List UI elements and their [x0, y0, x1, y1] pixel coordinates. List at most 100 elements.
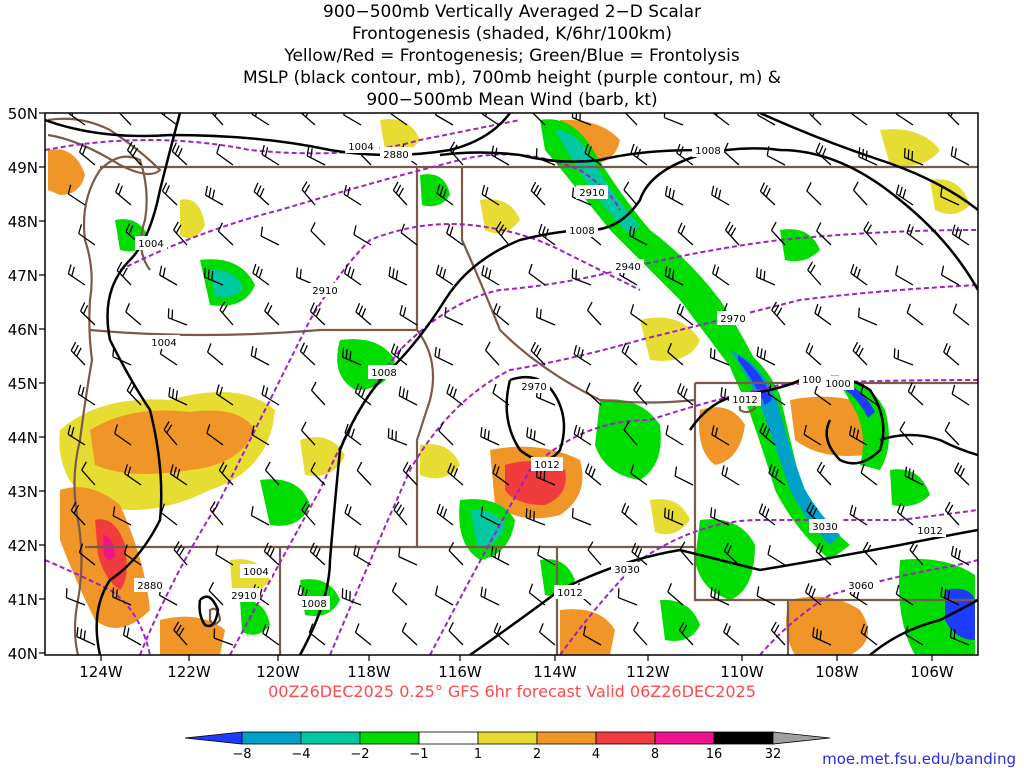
height-contour-2940 — [229, 229, 978, 655]
mslp-label: 1004 — [240, 564, 272, 578]
height-label-text: 2970 — [720, 314, 745, 325]
frontolysis-area-idaho-north — [420, 174, 450, 207]
wind-barb — [674, 466, 694, 486]
wind-barb — [848, 425, 868, 446]
height-contours-700mb — [45, 119, 978, 655]
wind-barb — [712, 113, 730, 126]
wind-barb — [952, 303, 970, 326]
wind-barb — [344, 423, 362, 446]
height-label-text: 2940 — [615, 262, 640, 273]
mslp-contour-1012-south — [469, 528, 978, 655]
wind-barb — [112, 587, 132, 606]
wind-barb — [804, 583, 822, 606]
height-label-text: 2880 — [137, 581, 162, 592]
wind-barb — [76, 627, 96, 646]
mslp-label: 1012 — [729, 392, 761, 406]
frontogenesis-area-utah-south — [560, 609, 615, 655]
height-contour-2880-south — [45, 559, 151, 655]
wind-barb — [940, 265, 960, 286]
legend-swatch — [300, 731, 361, 745]
wind-barb — [344, 503, 362, 526]
title-line-2: Frontogenesis (shaded, K/6hr/100km) — [352, 24, 672, 44]
wind-barb — [723, 142, 740, 166]
wind-barb — [402, 461, 418, 486]
wind-barb — [895, 113, 914, 126]
wind-barb — [126, 381, 142, 406]
wind-barb — [806, 502, 822, 526]
title-line-1: 900−500mb Vertically Averaged 2−D Scalar — [323, 2, 701, 22]
wind-barb — [710, 587, 730, 606]
wind-barb — [390, 343, 408, 366]
wind-barb — [447, 462, 464, 486]
forecast-valid-time: 00Z26DEC2025 0.25° GFS 6hr forecast Vali… — [268, 682, 756, 701]
wind-barb — [950, 146, 970, 166]
wind-barb — [907, 382, 924, 406]
wind-barb — [490, 546, 510, 566]
frontolysis-area-nevada-teal — [470, 509, 505, 548]
mslp-contour-small-nv — [198, 595, 220, 628]
wind-barb — [446, 383, 464, 406]
lat-label: 45N — [8, 375, 38, 393]
wind-barb — [814, 303, 832, 326]
wind-barb — [389, 113, 408, 126]
wind-barb — [490, 145, 510, 166]
wind-barb — [213, 628, 234, 646]
legend-swatch — [595, 731, 656, 745]
wind-barb — [623, 181, 638, 206]
wind-barb — [906, 223, 924, 246]
wind-barb — [70, 341, 86, 366]
wind-barb — [624, 113, 638, 126]
wind-barb — [949, 627, 970, 646]
wind-barb — [264, 461, 280, 486]
wind-barb — [115, 183, 132, 206]
height-label: 2910 — [309, 283, 341, 297]
wind-barb — [343, 184, 362, 206]
wind-barb — [219, 301, 234, 326]
mslp-label-text: 1008 — [802, 375, 827, 386]
wind-barb — [308, 623, 326, 646]
wind-barb — [633, 621, 648, 646]
legend-label: 4 — [592, 747, 600, 762]
height-label: 2880 — [134, 578, 166, 592]
lon-label: 118W — [347, 663, 391, 681]
mslp-label: 1004 — [345, 139, 377, 153]
source-url[interactable]: moe.met.fsu.edu/banding — [822, 750, 1016, 768]
wind-barb — [530, 181, 546, 206]
mslp-contour-1004-north — [45, 113, 512, 157]
wind-barb — [895, 265, 914, 286]
wind-barb — [449, 141, 464, 166]
wind-barb — [858, 147, 878, 166]
wind-barb — [354, 623, 372, 646]
wind-barb — [631, 542, 648, 566]
wind-barb — [584, 463, 602, 486]
wind-barb — [354, 383, 372, 406]
mslp-label: 1008 — [566, 223, 598, 237]
mslp-label-text: 1000 — [825, 379, 850, 390]
legend-label: 16 — [706, 747, 723, 762]
mslp-label-text: 1004 — [138, 239, 163, 250]
wind-barb — [171, 142, 188, 166]
legend-label: −8 — [232, 747, 251, 762]
wind-barb — [711, 185, 730, 206]
frontogenesis-small-10 — [650, 499, 690, 535]
height-contour-3030 — [559, 509, 978, 655]
wind-barb — [173, 621, 188, 646]
wind-barb — [160, 503, 178, 526]
wind-barb — [767, 384, 786, 406]
wind-barb — [756, 346, 776, 366]
wind-barb — [633, 381, 648, 406]
wind-barb — [206, 343, 224, 366]
wind-barb — [209, 501, 224, 526]
wind-barb — [301, 181, 316, 206]
lat-label: 48N — [8, 213, 38, 231]
wind-barb — [310, 222, 326, 246]
height-label-text: 2910 — [579, 188, 604, 199]
longitude-axis: 124W 122W 120W 118W 116W 114W 112W 110W … — [79, 655, 954, 681]
wind-barb — [537, 545, 556, 566]
wind-barb — [484, 341, 500, 366]
lon-label: 114W — [533, 663, 577, 681]
lat-label: 44N — [8, 429, 38, 447]
wind-barb — [860, 463, 878, 486]
wind-barb — [630, 143, 648, 166]
frontogenesis-area-oregon-coast-core — [90, 410, 255, 474]
